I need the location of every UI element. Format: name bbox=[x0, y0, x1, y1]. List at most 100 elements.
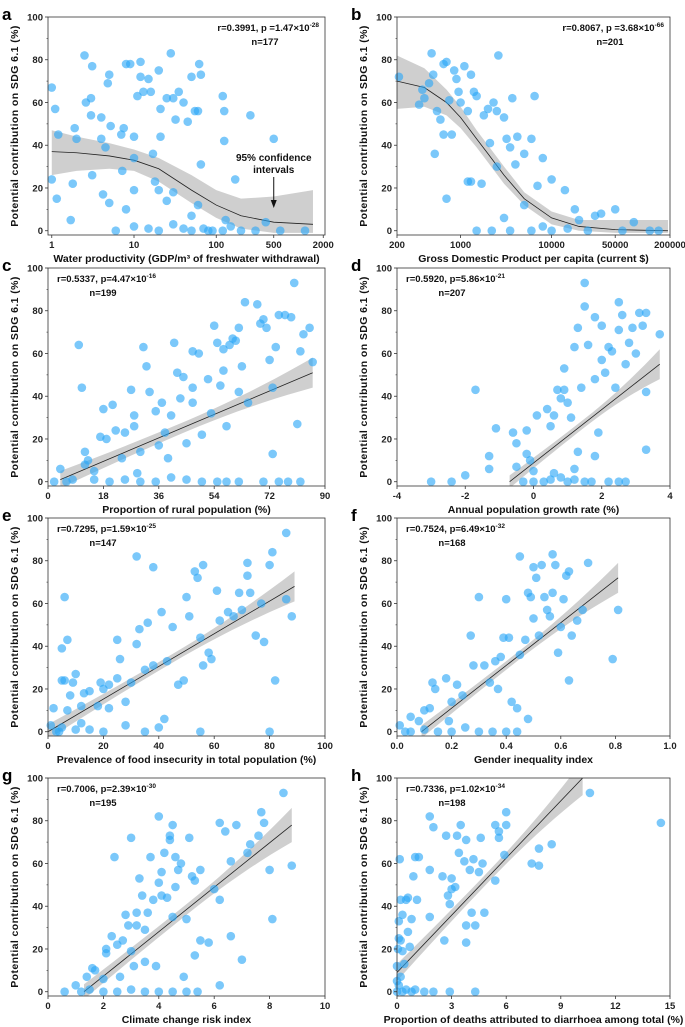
data-point bbox=[540, 592, 549, 602]
confidence-band bbox=[60, 357, 313, 486]
data-point bbox=[234, 477, 244, 487]
data-point bbox=[220, 827, 230, 836]
y-tick-label: 80 bbox=[32, 55, 43, 66]
data-point bbox=[140, 987, 150, 997]
data-point bbox=[234, 588, 244, 598]
data-point bbox=[271, 342, 281, 352]
data-point bbox=[215, 818, 225, 828]
data-point bbox=[268, 914, 277, 924]
data-point bbox=[154, 723, 164, 732]
data-point bbox=[125, 59, 135, 69]
data-point bbox=[611, 383, 620, 392]
y-tick-label: 0 bbox=[38, 727, 43, 738]
data-point bbox=[420, 987, 429, 997]
stat-r-p: r=0.3991, p =1.47×10 bbox=[217, 23, 309, 34]
data-point bbox=[193, 200, 203, 210]
data-point bbox=[80, 51, 89, 60]
data-point bbox=[104, 70, 114, 80]
data-point bbox=[146, 87, 156, 97]
data-point bbox=[587, 477, 596, 487]
data-point bbox=[414, 100, 424, 109]
x-tick-label: 100 bbox=[208, 240, 224, 251]
data-point bbox=[474, 592, 484, 602]
data-point bbox=[283, 477, 293, 487]
data-point bbox=[547, 226, 556, 236]
x-axis-label: Proportion of deaths attributed to diarr… bbox=[384, 1014, 684, 1026]
y-tick-label: 0 bbox=[387, 226, 392, 237]
data-point bbox=[529, 614, 538, 623]
data-point bbox=[512, 462, 521, 472]
data-point bbox=[440, 936, 449, 945]
data-point bbox=[470, 987, 480, 997]
data-point bbox=[403, 927, 413, 937]
stat-text: r=0.7295, p=1.59×10-25 bbox=[57, 523, 156, 535]
data-point bbox=[590, 374, 600, 384]
y-tick-label: 0 bbox=[387, 477, 392, 488]
data-point bbox=[567, 631, 577, 640]
data-point bbox=[559, 385, 569, 395]
stat-exponent: -28 bbox=[310, 22, 320, 29]
data-point bbox=[49, 477, 59, 487]
data-point bbox=[184, 833, 194, 843]
data-point bbox=[425, 812, 435, 821]
x-tick-label: 40 bbox=[154, 741, 165, 752]
data-point bbox=[409, 872, 418, 881]
data-point bbox=[530, 91, 539, 101]
y-tick-label: 20 bbox=[32, 944, 43, 955]
data-point bbox=[458, 691, 467, 700]
data-point bbox=[101, 143, 110, 152]
data-point bbox=[129, 421, 139, 431]
data-point bbox=[573, 447, 583, 457]
data-point bbox=[560, 185, 570, 195]
data-point bbox=[534, 844, 544, 853]
data-point bbox=[531, 573, 541, 583]
data-point bbox=[163, 453, 173, 463]
data-point bbox=[198, 560, 208, 570]
data-point bbox=[566, 413, 576, 422]
data-point bbox=[154, 226, 164, 236]
stat-r-p: r=0.8067, p =3.68×10 bbox=[562, 23, 654, 34]
data-point bbox=[129, 132, 139, 141]
data-point bbox=[196, 70, 206, 80]
data-point bbox=[268, 449, 277, 459]
panel-h: 0 20 40 60 80 100 0 3 6 9 12 15 Proportion of deaths… bbox=[351, 766, 684, 1026]
y-axis-label: Potential contribution on SDG 6.1 (%) bbox=[358, 276, 370, 477]
data-point bbox=[578, 605, 587, 615]
data-point bbox=[115, 654, 125, 664]
y-tick-label: 100 bbox=[27, 12, 43, 23]
data-point bbox=[279, 788, 288, 798]
data-point bbox=[538, 153, 548, 163]
x-tick-label: 10 bbox=[129, 240, 140, 251]
data-point bbox=[102, 434, 111, 444]
data-point bbox=[117, 166, 127, 176]
fit-line bbox=[51, 151, 314, 225]
data-point bbox=[538, 222, 548, 231]
x-tick-label: 0 bbox=[45, 491, 50, 502]
data-point bbox=[617, 310, 627, 320]
data-point bbox=[86, 111, 96, 120]
data-point bbox=[133, 91, 142, 101]
data-point bbox=[89, 466, 99, 476]
stat-n: n=207 bbox=[438, 288, 465, 299]
data-point bbox=[126, 678, 136, 687]
data-point bbox=[126, 385, 136, 395]
data-point bbox=[218, 91, 228, 101]
data-point bbox=[240, 297, 250, 307]
data-point bbox=[154, 441, 164, 450]
data-point bbox=[179, 372, 188, 382]
data-point bbox=[50, 104, 60, 114]
data-point bbox=[469, 854, 478, 864]
data-point bbox=[456, 98, 465, 107]
data-point bbox=[85, 725, 94, 734]
stat-r-p: r=0.7006, p=2.39×10 bbox=[57, 784, 147, 795]
data-point bbox=[641, 445, 651, 454]
data-point bbox=[117, 453, 127, 463]
data-point bbox=[196, 633, 205, 642]
data-point bbox=[580, 278, 589, 288]
data-point bbox=[511, 160, 520, 169]
plot-frame bbox=[47, 16, 326, 236]
data-point bbox=[570, 205, 580, 214]
data-point bbox=[65, 691, 75, 700]
data-point bbox=[215, 981, 225, 990]
data-point bbox=[394, 72, 404, 82]
